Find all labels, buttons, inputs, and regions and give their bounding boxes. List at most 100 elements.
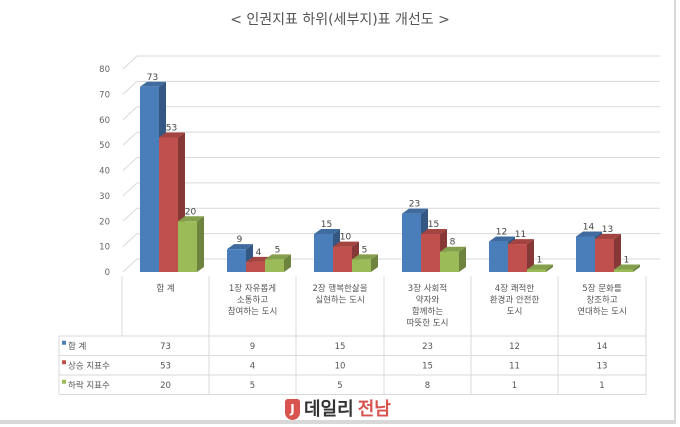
gridline-slant [122,233,138,247]
table-cell: 1 [512,381,517,391]
bar [527,269,546,272]
data-label: 53 [166,124,177,134]
y-tick-label: 40 [99,167,110,177]
y-tick-label: 30 [99,192,110,202]
bar-group: 15 10 5 [314,220,378,272]
data-label: 73 [147,73,158,83]
data-label: 20 [185,207,197,217]
bar [489,241,508,272]
table-cell: 11 [509,361,520,371]
bar [614,269,633,272]
bar-top [421,228,447,234]
bar [440,251,459,272]
bar-top [508,239,534,245]
table-cell: 13 [597,361,608,371]
data-label: 10 [340,233,352,243]
bar [227,249,246,272]
bar [265,259,284,272]
table-cell: 73 [160,342,171,352]
bar-group: 23 15 8 [402,200,466,272]
bar-side [546,264,553,272]
bar-side [527,239,534,272]
chart-title: < 인권지표 하위(세부지)표 개선도 > [230,12,450,28]
logo-text-2: 전남 [357,398,391,420]
bar-top [178,216,204,222]
y-tick-label: 10 [99,243,110,253]
x-tick-label: 도시 [507,307,523,317]
bar-top [527,264,553,270]
bar [140,86,159,272]
bar [576,236,595,272]
bar [508,244,527,272]
bar-side [459,246,466,272]
legend-label: 상승 지표수 [68,360,110,371]
table-cell: 14 [597,342,608,352]
bar-top [159,132,185,138]
bar [352,259,371,272]
x-tick-label: 연대하는 도시 [577,306,627,317]
y-tick-label: 50 [99,141,110,151]
table-cell: 20 [160,381,171,391]
logo-text-1: 데일리 [304,398,354,420]
table-cell: 10 [335,361,346,371]
bar-side [284,254,291,272]
gridline-slant [122,207,138,222]
bar-top [265,254,291,260]
bar-top [614,264,640,270]
x-tick-label: 5장 문화를 [582,283,622,294]
y-tick-label: 0 [105,268,110,278]
x-tick-label: 4장 쾌적한 [495,283,535,294]
data-label: 12 [496,228,507,238]
gridline-slant [122,182,138,197]
data-label: 11 [515,230,526,240]
bar [314,233,333,272]
data-label: 1 [537,255,543,265]
data-label: 8 [450,238,456,248]
bar-top [595,234,621,240]
data-label: 23 [409,200,420,210]
gridline-slant [122,81,138,95]
data-label: 13 [602,225,613,235]
y-tick-label: 60 [99,116,110,126]
bar [595,239,614,272]
data-label: 15 [428,220,439,230]
data-label: 14 [583,222,595,232]
x-tick-label: 합 계 [156,283,174,294]
bar-side [371,254,378,272]
x-tick-label: 실현하는 도시 [315,295,365,306]
table-cell: 5 [337,381,342,391]
bar-top [333,241,359,247]
data-label: 4 [256,248,262,258]
legend-key [62,379,66,384]
x-tick-label: 3장 사회적 [408,283,447,294]
table-cell: 9 [250,342,255,352]
data-label: 15 [321,220,332,230]
gridline-slant [122,258,138,273]
table-cell: 12 [509,342,520,352]
bar-side [197,216,204,272]
bar-group: 73 53 20 [140,73,204,272]
gridline-slant [122,131,138,146]
bar [246,261,265,272]
data-label: 5 [362,245,368,255]
bar-group: 12 111 [489,228,553,272]
table-cell: 8 [425,381,430,391]
bar [159,137,178,272]
bar-top [140,81,166,87]
data-label: 9 [237,235,243,245]
x-tick-label: 1장 자유롭게 [229,283,276,294]
x-tick-label: 창조하고 [586,295,617,306]
bar-side [633,264,640,272]
bar-top [314,228,340,234]
bar-group: 9 4 5 [227,235,291,272]
table-cell: 5 [250,381,255,391]
gridline-slant [122,157,138,171]
bar [402,213,421,272]
table-cell: 23 [422,342,433,352]
y-tick-label: 70 [99,90,110,100]
bar-top [576,231,602,237]
x-tick-label: 소통하고 [237,295,268,306]
bar-top [440,246,466,252]
